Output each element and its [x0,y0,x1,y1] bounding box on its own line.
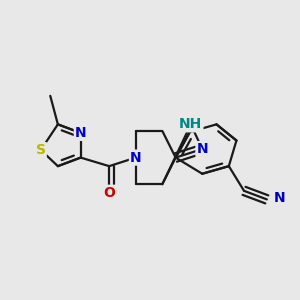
Text: N: N [130,151,142,165]
Text: N: N [75,126,86,140]
Text: S: S [36,143,46,157]
Text: O: O [103,186,115,200]
Text: NH: NH [179,117,202,131]
Text: N: N [196,142,208,156]
Text: N: N [274,191,285,206]
